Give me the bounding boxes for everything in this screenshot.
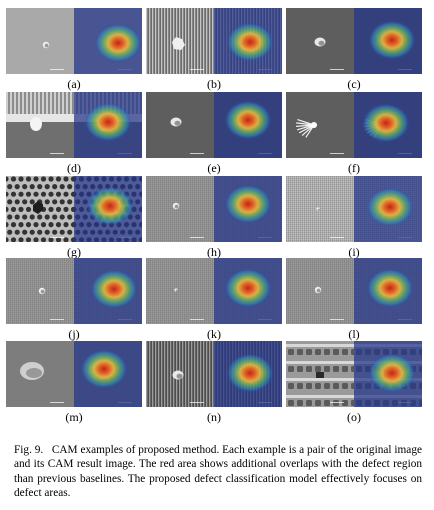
image-pair-l	[286, 258, 422, 324]
image-pair-i	[286, 176, 422, 242]
cam-heatmap-spot	[362, 103, 410, 143]
image-pair-o	[286, 341, 422, 407]
cam-heatmap-spot	[80, 349, 128, 389]
cam-heatmap-spot	[226, 22, 274, 62]
panel-label: (g)	[67, 245, 81, 259]
original-image	[6, 176, 74, 242]
original-image	[6, 258, 74, 324]
image-pair-n	[146, 341, 282, 407]
image-pair-b	[146, 8, 282, 74]
cam-result-image	[74, 176, 142, 242]
original-image	[146, 92, 214, 158]
cam-heatmap-spot	[224, 268, 272, 308]
cam-result-image	[354, 341, 422, 407]
cam-result-image	[74, 92, 142, 158]
cam-heatmap-spot	[366, 268, 414, 308]
panel-label: (e)	[207, 161, 221, 175]
original-image	[286, 176, 354, 242]
cam-result-image	[354, 8, 422, 74]
cam-result-image	[354, 92, 422, 158]
cam-heatmap-spot	[86, 186, 134, 226]
panel-label: (l)	[348, 327, 360, 341]
original-image	[286, 92, 354, 158]
original-image	[286, 258, 354, 324]
original-image	[146, 341, 214, 407]
cam-result-image	[214, 8, 282, 74]
image-pair-e	[146, 92, 282, 158]
image-pair-d	[6, 92, 142, 158]
cam-heatmap-spot	[224, 184, 272, 224]
panel-label: (o)	[347, 410, 361, 424]
panel-label: (j)	[68, 327, 80, 341]
panel-label: (c)	[347, 77, 361, 91]
cam-result-image	[214, 92, 282, 158]
caption-text: CAM examples of proposed method. Each ex…	[14, 444, 422, 499]
figure-grid: (a) (b) (c) (d) (e) (f) (g) (h) (i) (j) (k) (l) (m) (…	[6, 8, 422, 424]
cam-heatmap-spot	[368, 353, 416, 393]
panel-label: (k)	[207, 327, 221, 341]
cam-heatmap-spot	[366, 187, 414, 227]
cam-heatmap-spot	[368, 20, 416, 60]
original-image	[6, 8, 74, 74]
panel-label: (i)	[348, 245, 360, 259]
figure-number: Fig. 9.	[14, 444, 44, 456]
figure-caption: Fig. 9. CAM examples of proposed method.…	[14, 443, 422, 500]
cam-heatmap-spot	[90, 269, 138, 309]
cam-heatmap-spot	[226, 353, 274, 393]
image-pair-g	[6, 176, 142, 242]
panel-label: (m)	[65, 410, 83, 424]
original-image	[146, 258, 214, 324]
cam-result-image	[74, 341, 142, 407]
panel-label: (f)	[348, 161, 360, 175]
image-pair-k	[146, 258, 282, 324]
original-image	[6, 92, 74, 158]
original-image	[146, 176, 214, 242]
image-pair-f	[286, 92, 422, 158]
image-pair-c	[286, 8, 422, 74]
cam-result-image	[74, 258, 142, 324]
cam-result-image	[214, 341, 282, 407]
image-pair-j	[6, 258, 142, 324]
original-image	[146, 8, 214, 74]
panel-label: (h)	[207, 245, 221, 259]
cam-result-image	[214, 258, 282, 324]
cam-heatmap-spot	[224, 100, 272, 140]
image-pair-a	[6, 8, 142, 74]
cam-heatmap-spot	[94, 23, 142, 63]
image-pair-m	[6, 341, 142, 407]
panel-label: (n)	[207, 410, 221, 424]
image-pair-h	[146, 176, 282, 242]
cam-result-image	[354, 176, 422, 242]
cam-result-image	[74, 8, 142, 74]
cam-result-image	[214, 176, 282, 242]
cam-result-image	[354, 258, 422, 324]
cam-heatmap-spot	[84, 102, 132, 142]
panel-label: (b)	[207, 77, 221, 91]
original-image	[286, 341, 354, 407]
panel-label: (d)	[67, 161, 81, 175]
original-image	[6, 341, 74, 407]
original-image	[286, 8, 354, 74]
panel-label: (a)	[67, 77, 81, 91]
